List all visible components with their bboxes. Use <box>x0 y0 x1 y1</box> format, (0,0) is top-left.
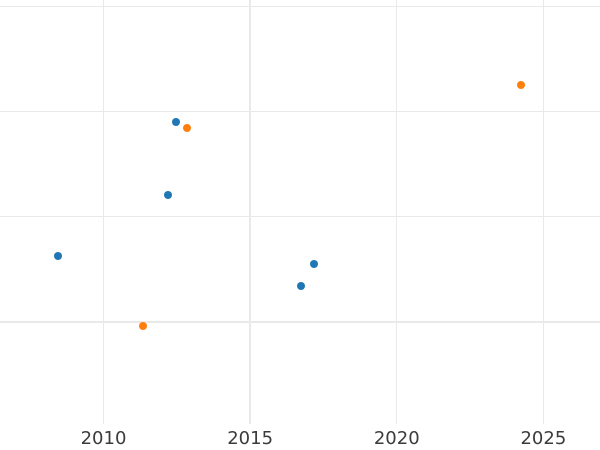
scatter-point-orange <box>138 322 147 331</box>
x-tick-label: 2010 <box>80 428 127 449</box>
x-gridline <box>542 0 545 424</box>
x-tick-label: 2020 <box>373 428 420 449</box>
x-tick-label: 2025 <box>520 428 567 449</box>
scatter-point-orange <box>182 124 191 133</box>
x-gridline <box>249 0 251 424</box>
scatter-point-blue <box>171 118 180 127</box>
x-gridline <box>102 0 105 424</box>
scatter-point-orange <box>516 81 525 90</box>
scatter-point-blue <box>164 190 173 199</box>
x-tick-label: 2015 <box>227 428 274 449</box>
y-gridline <box>0 321 600 323</box>
y-gridline <box>0 110 600 113</box>
y-gridline <box>0 5 600 7</box>
scatter-point-blue <box>54 251 63 260</box>
y-gridline <box>0 216 600 218</box>
scatter-point-blue <box>297 282 306 291</box>
scatter-point-blue <box>310 260 319 269</box>
x-gridline <box>396 0 398 424</box>
